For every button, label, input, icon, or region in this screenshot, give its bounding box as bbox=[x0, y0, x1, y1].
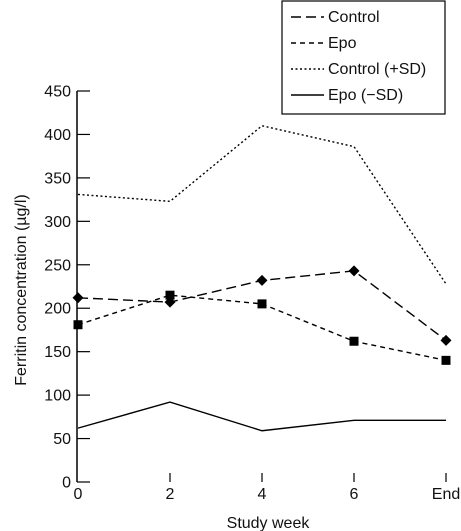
y-tick-label: 0 bbox=[62, 475, 71, 492]
series-control-point bbox=[348, 265, 360, 277]
series-epo-point bbox=[165, 290, 175, 300]
y-tick-label: 350 bbox=[44, 170, 71, 187]
series-epo-point bbox=[441, 355, 451, 365]
y-tick-label: 400 bbox=[44, 127, 71, 144]
x-tick-label: 4 bbox=[258, 486, 267, 503]
y-ticks: 0 50 100 150 200 250 300 350 400 450 bbox=[44, 84, 90, 492]
y-tick-label: 150 bbox=[44, 344, 71, 361]
x-tick-label: 2 bbox=[166, 486, 175, 503]
series-epo-sd-line bbox=[77, 401, 446, 432]
y-tick-label: 450 bbox=[44, 84, 71, 101]
series-layer bbox=[72, 124, 452, 432]
y-axis-label: Ferritin concentration (µg/l) bbox=[13, 194, 30, 386]
y-tick-label: 100 bbox=[44, 388, 71, 405]
series-control-point bbox=[256, 274, 268, 286]
legend: Control Epo Control (+SD) Epo (−SD) bbox=[281, 0, 446, 115]
series-epo-point bbox=[349, 336, 359, 346]
axes: 0 50 100 150 200 250 300 350 400 450 0 2 4 6 End bbox=[44, 84, 460, 504]
y-tick-label: 50 bbox=[53, 431, 71, 448]
legend-label: Control bbox=[328, 9, 380, 26]
series-control-point bbox=[72, 292, 84, 304]
x-tick-label: End bbox=[432, 486, 460, 503]
series-control-point bbox=[440, 334, 452, 346]
x-ticks: 0 2 4 6 End bbox=[74, 473, 460, 503]
series-control-sd-line bbox=[77, 124, 447, 285]
legend-label: Control (+SD) bbox=[328, 61, 426, 78]
y-tick-label: 300 bbox=[44, 214, 71, 231]
series-epo-point bbox=[257, 299, 267, 309]
legend-label: Epo (−SD) bbox=[328, 87, 403, 104]
y-tick-label: 200 bbox=[44, 301, 71, 318]
series-epo-point bbox=[73, 320, 83, 330]
x-axis-label: Study week bbox=[227, 515, 311, 531]
legend-items: Control Epo Control (+SD) Epo (−SD) bbox=[291, 9, 426, 104]
x-tick-label: 6 bbox=[350, 486, 359, 503]
y-tick-label: 250 bbox=[44, 257, 71, 274]
x-tick-label: 0 bbox=[74, 486, 83, 503]
legend-label: Epo bbox=[328, 35, 357, 52]
